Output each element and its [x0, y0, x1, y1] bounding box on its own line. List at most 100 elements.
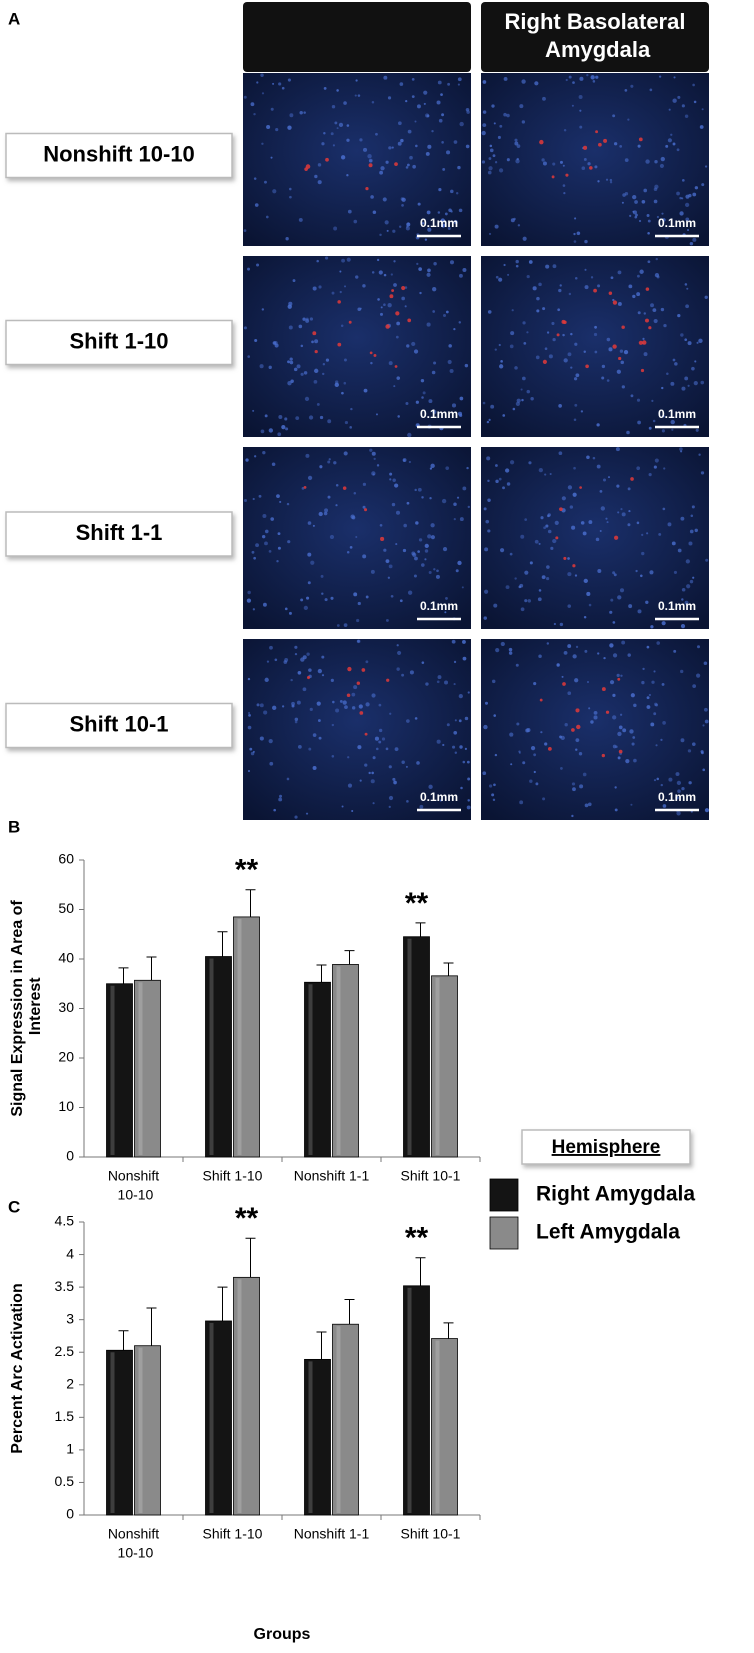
- cell: [307, 581, 311, 585]
- cell: [625, 759, 630, 764]
- cell: [433, 361, 437, 365]
- cell: [612, 571, 616, 575]
- cell: [704, 719, 709, 724]
- cell-red: [648, 326, 652, 330]
- cell: [268, 550, 272, 553]
- cell: [681, 386, 686, 391]
- cell: [590, 720, 594, 724]
- cell: [653, 318, 658, 324]
- cell: [575, 645, 579, 649]
- cell: [654, 702, 658, 706]
- cell: [332, 700, 335, 704]
- cell: [550, 546, 554, 550]
- cell: [288, 325, 293, 330]
- cell: [522, 376, 526, 381]
- cell: [339, 270, 342, 273]
- cell: [399, 599, 403, 603]
- cell: [378, 703, 382, 707]
- cell: [687, 341, 692, 346]
- cell: [353, 592, 358, 597]
- cell: [630, 84, 634, 88]
- cell: [500, 548, 505, 553]
- cell: [704, 165, 708, 168]
- micrograph-bg: [481, 447, 709, 629]
- cell: [668, 108, 671, 111]
- cell: [454, 719, 457, 722]
- cell: [491, 793, 495, 797]
- cell: [599, 490, 603, 493]
- bar: [233, 916, 260, 1158]
- cell: [285, 237, 289, 241]
- cell: [593, 715, 598, 720]
- cell: [418, 267, 422, 271]
- legend-label: Left Amygdala: [536, 1221, 680, 1244]
- cell: [686, 584, 691, 589]
- cell: [610, 598, 614, 602]
- cell: [405, 166, 409, 169]
- cell: [364, 763, 368, 767]
- cell: [400, 138, 404, 143]
- cell: [583, 350, 586, 353]
- cell: [385, 747, 389, 751]
- cell: [371, 693, 376, 698]
- cell: [680, 450, 683, 453]
- cell: [436, 569, 439, 573]
- cell: [482, 80, 487, 84]
- cell: [370, 779, 375, 784]
- cell: [281, 425, 286, 430]
- legend-title: Hemisphere: [552, 1137, 661, 1158]
- cell: [643, 312, 647, 315]
- y-tick-label: 50: [58, 900, 74, 916]
- cell: [261, 92, 265, 95]
- cell: [430, 463, 435, 469]
- cell: [317, 163, 322, 167]
- cell: [516, 722, 520, 726]
- cell: [542, 797, 546, 801]
- cell: [564, 722, 568, 727]
- cell: [508, 651, 513, 655]
- cell: [287, 304, 292, 309]
- cell: [635, 213, 638, 217]
- cell: [252, 409, 255, 412]
- cell: [513, 217, 516, 221]
- cell: [264, 677, 269, 682]
- cell: [406, 719, 410, 723]
- cell: [573, 377, 578, 381]
- cell: [586, 680, 590, 684]
- bar: [205, 956, 232, 1158]
- cell: [310, 560, 315, 565]
- cell: [702, 768, 706, 772]
- cell: [420, 378, 425, 383]
- cell: [694, 528, 698, 533]
- cell: [368, 158, 373, 163]
- cell: [534, 539, 539, 544]
- cell: [571, 525, 576, 530]
- cell: [649, 570, 654, 575]
- cell: [331, 291, 335, 295]
- cell: [651, 399, 654, 402]
- cell: [260, 429, 265, 434]
- cell: [609, 178, 613, 182]
- cell: [696, 645, 701, 649]
- cell: [245, 458, 249, 462]
- cell: [500, 360, 503, 363]
- y-tick-label: 3.5: [55, 1278, 75, 1294]
- bar: [403, 1285, 430, 1516]
- cell: [261, 308, 265, 311]
- cell: [700, 471, 705, 475]
- cell: [459, 121, 464, 127]
- cell: [633, 758, 637, 763]
- cell: [409, 670, 414, 675]
- panel-label: A: [8, 9, 20, 28]
- cell: [519, 104, 524, 109]
- cell: [248, 713, 251, 717]
- cell: [538, 542, 541, 545]
- cell: [423, 90, 428, 95]
- cell: [687, 749, 692, 753]
- micrograph: 0.1mm: [243, 73, 471, 246]
- cell: [544, 347, 548, 351]
- cell: [522, 236, 527, 241]
- cell: [559, 284, 562, 287]
- cell: [383, 273, 387, 277]
- cell: [465, 144, 470, 149]
